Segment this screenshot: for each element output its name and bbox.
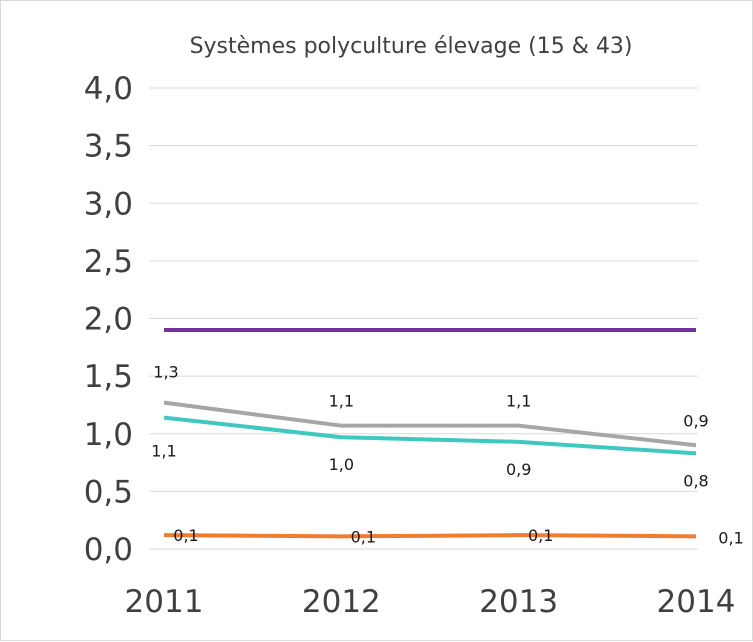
data-label: 1,1	[506, 392, 531, 411]
data-label: 0,1	[528, 526, 553, 545]
y-tick-label: 3,5	[84, 129, 133, 165]
data-label: 0,1	[173, 526, 198, 545]
series-line-4	[163, 533, 697, 539]
data-label: 0,1	[718, 528, 743, 547]
y-tick-label: 1,0	[84, 417, 133, 453]
y-axis-ticks: 0,0 0,5 1,0 1,5 2,0 2,5 3,0 3,5 4,0	[84, 71, 133, 568]
grid-layer	[149, 87, 698, 550]
data-label: 0,1	[351, 527, 376, 546]
x-tick-label: 2011	[125, 584, 204, 620]
x-tick-label: 2012	[302, 584, 381, 620]
data-label: 1,1	[151, 442, 176, 461]
data-label: 0,9	[506, 460, 531, 479]
y-tick-label: 0,0	[84, 532, 133, 568]
data-label-layer: 1,3 1,1 1,1 0,9 1,1 1,0 0,9 0,8 0,1 0,1 0,1 0,1	[151, 363, 743, 548]
x-tick-label: 2014	[657, 584, 736, 620]
y-tick-label: 1,5	[84, 359, 133, 395]
data-label: 0,8	[683, 471, 708, 490]
data-label: 1,3	[153, 363, 178, 382]
series-layer	[163, 328, 697, 539]
y-tick-label: 2,5	[84, 244, 133, 280]
series-line-2	[163, 400, 697, 448]
y-tick-label: 3,0	[84, 186, 133, 222]
y-tick-label: 2,0	[84, 302, 133, 338]
y-tick-label: 4,0	[84, 71, 133, 107]
data-label: 1,0	[329, 455, 354, 474]
data-label: 0,9	[683, 411, 708, 430]
series-line-3	[163, 415, 697, 456]
chart-title: Systèmes polyculture élevage (15 & 43)	[190, 34, 633, 59]
y-tick-label: 0,5	[84, 474, 133, 510]
x-tick-label: 2013	[479, 584, 558, 620]
data-label: 1,1	[329, 392, 354, 411]
x-axis-ticks: 2011 2012 2013 2014	[125, 584, 736, 620]
